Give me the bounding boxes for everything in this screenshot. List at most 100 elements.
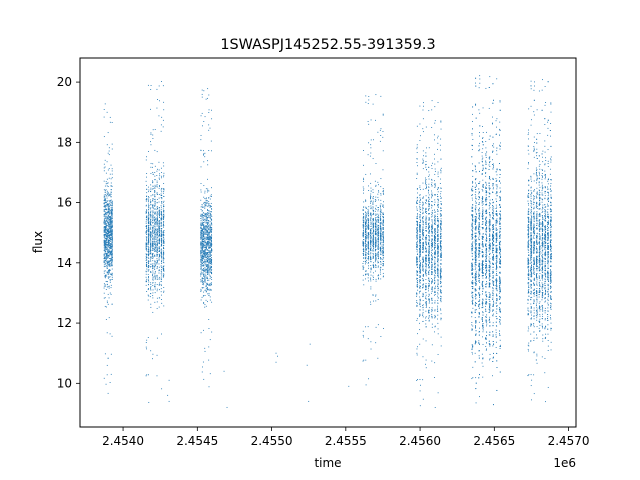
- data-point: [161, 188, 163, 190]
- data-point: [200, 273, 202, 275]
- data-point: [434, 362, 436, 364]
- data-point: [150, 144, 152, 146]
- data-point: [377, 237, 379, 239]
- data-point: [377, 224, 379, 226]
- data-point: [211, 229, 212, 231]
- data-point: [437, 276, 439, 278]
- data-point: [111, 233, 113, 235]
- data-point: [160, 217, 162, 219]
- data-point: [416, 257, 418, 259]
- data-point: [150, 246, 151, 248]
- data-point: [163, 276, 164, 278]
- data-point: [107, 233, 109, 235]
- data-point: [145, 276, 147, 278]
- data-point: [161, 274, 163, 276]
- data-point: [105, 214, 107, 216]
- data-point: [103, 244, 105, 246]
- data-point: [365, 220, 367, 221]
- data-point: [375, 213, 377, 215]
- data-point: [163, 246, 164, 248]
- data-point: [209, 229, 211, 231]
- data-point: [434, 270, 436, 271]
- data-point: [201, 229, 203, 231]
- data-point: [416, 273, 418, 275]
- data-point: [209, 239, 211, 241]
- data-point: [431, 258, 433, 260]
- data-point: [104, 197, 106, 199]
- data-point: [159, 256, 160, 257]
- data-point: [146, 242, 148, 244]
- data-point: [383, 193, 385, 195]
- data-point: [152, 238, 154, 240]
- data-point: [380, 269, 381, 271]
- data-point: [158, 224, 160, 226]
- data-point: [440, 244, 441, 246]
- data-point: [373, 264, 375, 266]
- data-point: [106, 203, 108, 205]
- data-point: [370, 198, 371, 200]
- data-point: [107, 222, 109, 223]
- data-point: [201, 215, 203, 217]
- data-point: [108, 317, 110, 319]
- data-point: [365, 213, 367, 215]
- data-point: [111, 245, 113, 247]
- data-point: [107, 182, 109, 184]
- data-point: [204, 227, 206, 229]
- data-point: [156, 192, 158, 194]
- data-point: [365, 232, 367, 234]
- data-point: [419, 204, 421, 205]
- data-point: [210, 228, 212, 230]
- data-point: [203, 225, 204, 227]
- data-point: [105, 229, 107, 231]
- data-point: [437, 328, 439, 330]
- data-point: [416, 125, 418, 127]
- data-point: [110, 205, 112, 207]
- data-point: [419, 390, 421, 392]
- data-point: [370, 240, 372, 242]
- data-point: [103, 227, 105, 229]
- data-point: [148, 401, 150, 403]
- data-point: [416, 148, 418, 150]
- data-point: [110, 226, 112, 228]
- data-point: [146, 234, 147, 235]
- data-point: [161, 244, 163, 246]
- data-point: [419, 275, 421, 277]
- data-point: [440, 298, 442, 299]
- data-point: [370, 244, 372, 246]
- data-point: [425, 268, 427, 270]
- data-point: [368, 228, 369, 230]
- data-point: [105, 275, 107, 277]
- data-point: [422, 182, 424, 184]
- data-point: [146, 244, 148, 246]
- data-point: [147, 294, 149, 296]
- data-point: [365, 253, 367, 255]
- data-point: [375, 249, 377, 251]
- data-point: [106, 252, 108, 254]
- data-point: [380, 263, 382, 265]
- data-point: [110, 243, 112, 245]
- data-point: [111, 229, 113, 231]
- data-point: [422, 312, 424, 314]
- data-point: [106, 212, 108, 214]
- data-point: [208, 254, 210, 256]
- data-point: [375, 217, 376, 219]
- data-point: [147, 84, 149, 86]
- data-point: [379, 247, 381, 249]
- data-point: [104, 262, 106, 264]
- data-point: [370, 341, 372, 343]
- data-point: [362, 218, 364, 220]
- data-point: [145, 222, 147, 224]
- data-point: [156, 290, 158, 292]
- data-point: [163, 172, 165, 174]
- data-point: [209, 373, 211, 375]
- data-point: [148, 214, 150, 216]
- data-point: [428, 259, 430, 261]
- data-point: [161, 175, 163, 177]
- data-point: [201, 244, 203, 246]
- data-point: [375, 222, 377, 224]
- data-point: [211, 231, 212, 233]
- data-point: [372, 103, 374, 105]
- data-point: [422, 201, 424, 203]
- data-point: [364, 278, 366, 280]
- data-point: [156, 229, 158, 231]
